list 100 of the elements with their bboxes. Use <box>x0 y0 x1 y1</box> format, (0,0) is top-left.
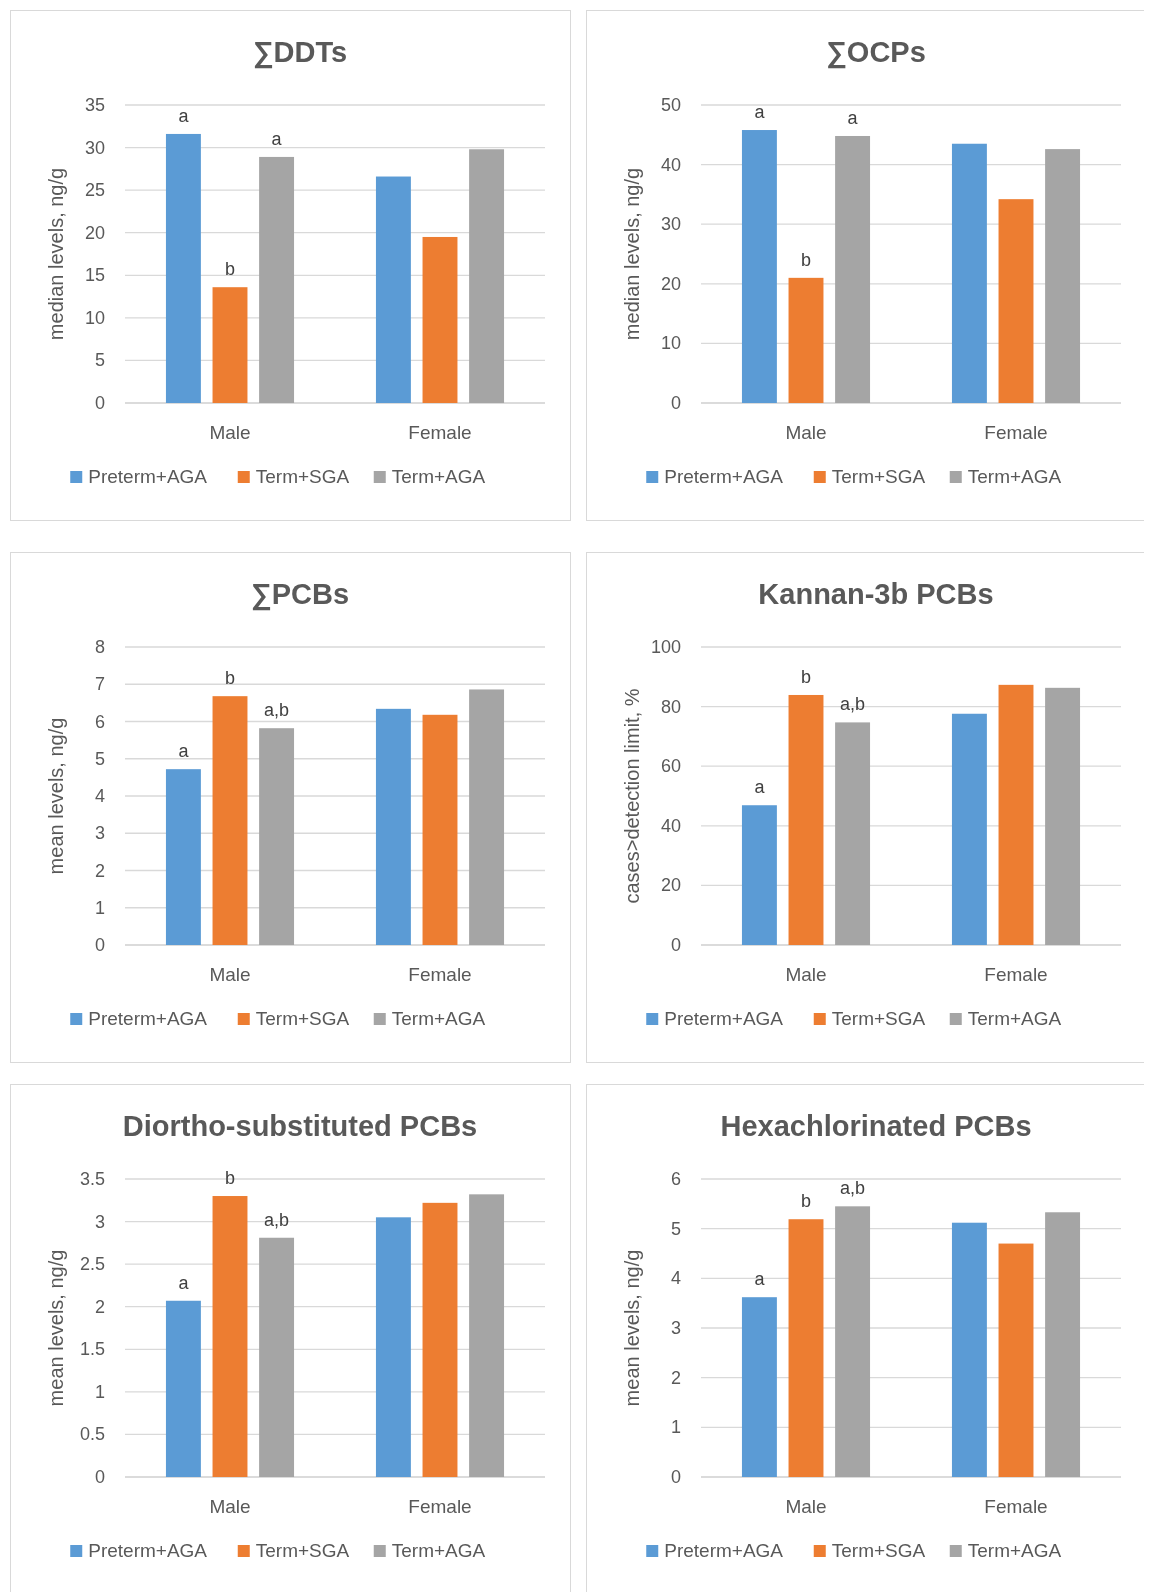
legend-label: Preterm+AGA <box>664 466 784 487</box>
y-tick-label: 2 <box>670 1367 681 1388</box>
y-tick-label: 2.5 <box>79 1254 105 1275</box>
bar <box>741 130 777 403</box>
y-tick-label: 30 <box>84 137 105 158</box>
x-tick-label: Male <box>785 1496 827 1517</box>
y-tick-label: 0 <box>670 935 681 955</box>
legend-label: Preterm+AGA <box>88 466 208 487</box>
y-tick-label: 25 <box>84 180 105 201</box>
legend-label: Preterm+AGA <box>664 1540 784 1561</box>
annotation: b <box>800 249 812 270</box>
bar <box>1045 149 1081 403</box>
y-tick-label: 20 <box>660 875 681 896</box>
y-tick-label: 6 <box>94 711 105 732</box>
y-tick-label: 0 <box>94 1467 105 1487</box>
legend-label: Term+AGA <box>967 466 1062 487</box>
y-tick-label: 40 <box>660 154 681 175</box>
y-tick-label: 0 <box>94 393 105 413</box>
annotation: a <box>178 741 190 762</box>
y-tick-label: 30 <box>660 214 681 235</box>
y-tick-label: 35 <box>84 95 105 115</box>
bar <box>165 133 201 403</box>
bar <box>998 1243 1034 1477</box>
bar <box>165 1300 201 1477</box>
chart-title: ∑DDTs <box>252 36 348 69</box>
annotation: a,b <box>264 700 290 721</box>
legend-label: Term+AGA <box>391 466 486 487</box>
legend-label: Term+SGA <box>255 1540 350 1561</box>
y-tick-label: 3 <box>94 823 105 844</box>
y-tick-label: 4 <box>670 1268 681 1289</box>
chart-title: Diortho-substituted PCBs <box>122 1110 478 1142</box>
y-tick-label: 0 <box>670 1467 681 1487</box>
legend-label: Term+AGA <box>967 1540 1062 1561</box>
y-tick-label: 1 <box>94 897 105 918</box>
legend-label: Preterm+AGA <box>664 1008 784 1029</box>
legend-label: Preterm+AGA <box>88 1540 208 1561</box>
chart-title: Kannan-3b PCBs <box>758 578 994 610</box>
y-axis-title: median levels, ng/g <box>621 167 643 341</box>
x-tick-label: Female <box>984 422 1048 443</box>
chart-title: ∑PCBs <box>250 578 350 611</box>
y-tick-label: 5 <box>670 1218 681 1239</box>
x-tick-label: Female <box>408 1496 472 1517</box>
annotation: a <box>178 105 190 126</box>
y-tick-label: 15 <box>84 265 105 286</box>
y-tick-label: 60 <box>660 756 681 777</box>
y-tick-label: 3 <box>94 1211 105 1232</box>
x-tick-label: Female <box>984 964 1048 985</box>
bar <box>469 1194 505 1477</box>
y-axis-title: median levels, ng/g <box>45 167 67 341</box>
y-tick-label: 8 <box>94 637 105 657</box>
legend-label: Term+SGA <box>255 1008 350 1029</box>
y-tick-label: 10 <box>84 307 105 328</box>
bar <box>1045 687 1081 945</box>
bar <box>375 1217 411 1477</box>
y-tick-label: 100 <box>650 637 681 657</box>
y-tick-label: 5 <box>94 748 105 769</box>
x-tick-label: Male <box>209 422 251 443</box>
x-tick-label: Female <box>984 1496 1048 1517</box>
bar <box>788 1219 824 1477</box>
bar <box>741 1297 777 1477</box>
annotation: a <box>754 777 766 798</box>
y-axis-title: mean levels, ng/g <box>621 1249 643 1407</box>
legend-label: Term+SGA <box>831 466 926 487</box>
bar <box>259 728 295 945</box>
bar <box>422 1202 458 1477</box>
annotation: b <box>224 668 236 689</box>
y-tick-label: 0.5 <box>79 1424 105 1445</box>
x-tick-label: Male <box>785 422 827 443</box>
y-tick-label: 20 <box>84 222 105 243</box>
y-tick-label: 3.5 <box>79 1169 105 1189</box>
x-tick-label: Male <box>209 1496 251 1517</box>
chart-title: ∑OCPs <box>826 36 926 69</box>
y-tick-label: 7 <box>94 674 105 695</box>
y-tick-label: 4 <box>94 786 105 806</box>
annotation: b <box>224 1168 236 1189</box>
y-tick-label: 2 <box>94 860 105 881</box>
bar <box>212 696 248 945</box>
y-tick-label: 50 <box>660 95 681 115</box>
annotation: a <box>178 1272 190 1293</box>
y-tick-label: 20 <box>660 273 681 294</box>
y-axis-title: mean levels, ng/g <box>45 1249 67 1407</box>
y-tick-label: 6 <box>670 1169 681 1189</box>
x-tick-label: Female <box>408 422 472 443</box>
y-tick-label: 0 <box>670 393 681 413</box>
x-tick-label: Female <box>408 964 472 985</box>
x-tick-label: Male <box>209 964 251 985</box>
annotation: a,b <box>840 694 866 715</box>
annotation: a,b <box>264 1209 290 1230</box>
bar <box>788 277 824 403</box>
bar <box>741 805 777 945</box>
bar <box>375 708 411 945</box>
y-tick-label: 3 <box>670 1318 681 1338</box>
annotation: a,b <box>840 1178 866 1199</box>
bar <box>422 236 458 403</box>
legend-label: Term+AGA <box>391 1008 486 1029</box>
annotation: a <box>847 107 859 128</box>
annotation: a <box>754 102 766 123</box>
bar <box>998 684 1034 945</box>
bar <box>375 176 411 403</box>
y-axis-title: cases>detection limit, % <box>621 688 643 904</box>
